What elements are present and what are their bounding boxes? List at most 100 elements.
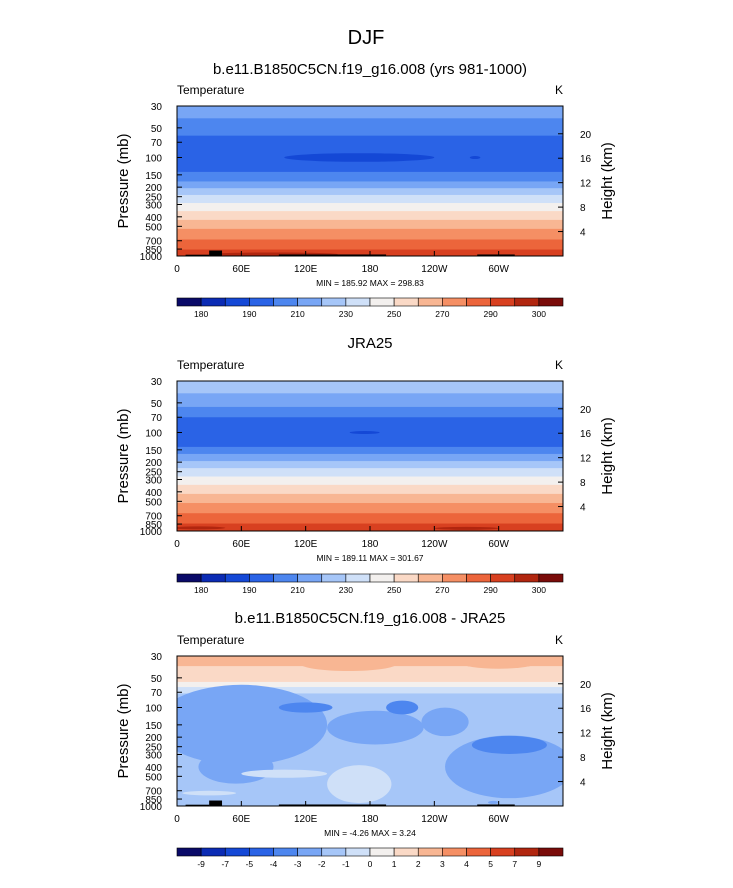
- contour-band: [177, 461, 563, 469]
- colorbar-label: 290: [484, 309, 498, 319]
- colorbar-label: 190: [242, 309, 256, 319]
- pressure-tick-label: 150: [145, 171, 162, 182]
- colorbar-label: 230: [339, 309, 353, 319]
- pressure-tick-label: 250: [145, 743, 162, 754]
- height-tick-label: 12: [580, 179, 592, 190]
- height-tick-label: 8: [580, 753, 586, 764]
- pressure-tick-label: 250: [145, 468, 162, 479]
- pressure-tick-label: 850: [145, 520, 162, 531]
- y-axis-label: Pressure (mb): [115, 408, 132, 503]
- height-tick-label: 20: [580, 680, 592, 691]
- units-label: K: [555, 358, 563, 372]
- colorbar-box: [369, 573, 395, 583]
- colorbar-box: [273, 297, 298, 307]
- contour-feature: [198, 749, 274, 784]
- stats-label: MIN = 185.92 MAX = 298.83: [316, 278, 424, 288]
- colorbar-box: [393, 847, 419, 857]
- colorbar-box: [176, 573, 202, 583]
- contour-feature: [182, 790, 236, 796]
- colorbar-label: 1: [392, 859, 397, 869]
- contour-band: [177, 476, 563, 486]
- colorbar-label: 7: [512, 859, 517, 869]
- colorbar-box: [442, 297, 467, 307]
- contour-band: [177, 493, 563, 504]
- terrain-mask: [278, 804, 387, 806]
- panel-title: b.e11.B1850C5CN.f19_g16.008 - JRA25: [235, 610, 506, 627]
- colorbar-box: [442, 847, 467, 857]
- pressure-tick-label: 400: [145, 763, 162, 774]
- longitude-tick-label: 180: [362, 539, 379, 550]
- colorbar-box: [417, 297, 443, 307]
- pressure-tick-label: 300: [145, 475, 162, 486]
- y-axis-label: Pressure (mb): [115, 133, 132, 228]
- colorbar-box: [200, 297, 226, 307]
- colorbar-box: [466, 573, 491, 583]
- colorbar-label: -4: [270, 859, 278, 869]
- colorbar-box: [345, 573, 371, 583]
- longitude-tick-label: 180: [362, 264, 379, 275]
- contour-band: [177, 381, 563, 394]
- height-tick-label: 12: [580, 454, 592, 465]
- pressure-tick-label: 30: [151, 652, 163, 663]
- colorbar-label: -1: [342, 859, 350, 869]
- terrain-mask: [477, 254, 515, 256]
- contour-band: [177, 468, 563, 478]
- colorbar-label: 3: [440, 859, 445, 869]
- contour-field: [177, 106, 563, 256]
- contour-field: [177, 381, 563, 531]
- pressure-tick-label: 500: [145, 497, 162, 508]
- colorbar-box: [224, 573, 250, 583]
- colorbar-box: [273, 573, 298, 583]
- contour-band: [177, 239, 563, 251]
- height-tick-label: 20: [580, 405, 592, 416]
- pressure-tick-label: 850: [145, 245, 162, 256]
- pressure-tick-label: 500: [145, 772, 162, 783]
- colorbar-box: [224, 297, 250, 307]
- contour-feature: [300, 656, 397, 671]
- colorbar-label: 210: [291, 585, 305, 595]
- longitude-tick-label: 60W: [488, 814, 509, 825]
- longitude-tick-label: 120E: [294, 539, 318, 550]
- colorbar-label: 210: [291, 309, 305, 319]
- colorbar-box: [297, 847, 323, 857]
- colorbar-box: [200, 847, 226, 857]
- longitude-tick-label: 180: [362, 814, 379, 825]
- colorbar-box: [490, 297, 516, 307]
- colorbar-label: 290: [484, 585, 498, 595]
- colorbar-box: [393, 297, 419, 307]
- left-string: Temperature: [177, 358, 245, 372]
- pressure-tick-label: 300: [145, 750, 162, 761]
- terrain-mask: [477, 804, 515, 806]
- colorbar-label: 5: [488, 859, 493, 869]
- colorbar-box: [321, 297, 347, 307]
- contour-feature: [241, 769, 328, 778]
- contour-band: [177, 393, 563, 408]
- colorbar-label: 300: [532, 585, 546, 595]
- colorbar-label: 4: [464, 859, 469, 869]
- left-string: Temperature: [177, 633, 245, 647]
- contour-band: [177, 513, 563, 525]
- longitude-tick-label: 60E: [232, 539, 250, 550]
- contour-feature: [386, 700, 419, 715]
- pressure-tick-label: 1000: [140, 252, 163, 263]
- contour-feature: [421, 707, 469, 737]
- left-string: Temperature: [177, 83, 245, 97]
- stats-label: MIN = -4.26 MAX = 3.24: [324, 828, 416, 838]
- colorbar-label: -9: [197, 859, 205, 869]
- longitude-tick-label: 60E: [232, 264, 250, 275]
- colorbar-box: [224, 847, 250, 857]
- contour-feature: [461, 656, 537, 669]
- contour-feature: [278, 702, 333, 713]
- pressure-tick-label: 70: [151, 413, 163, 424]
- contour-feature: [327, 765, 392, 804]
- height-tick-label: 8: [580, 203, 586, 214]
- stats-label: MIN = 189.11 MAX = 301.67: [316, 553, 423, 563]
- pressure-tick-label: 100: [145, 429, 162, 440]
- contour-band: [177, 484, 563, 495]
- y-axis-right-label: Height (km): [599, 692, 616, 770]
- longitude-tick-label: 60E: [232, 814, 250, 825]
- units-label: K: [555, 83, 563, 97]
- contour-band: [177, 681, 563, 688]
- pressure-tick-label: 400: [145, 488, 162, 499]
- contour-band: [177, 188, 563, 196]
